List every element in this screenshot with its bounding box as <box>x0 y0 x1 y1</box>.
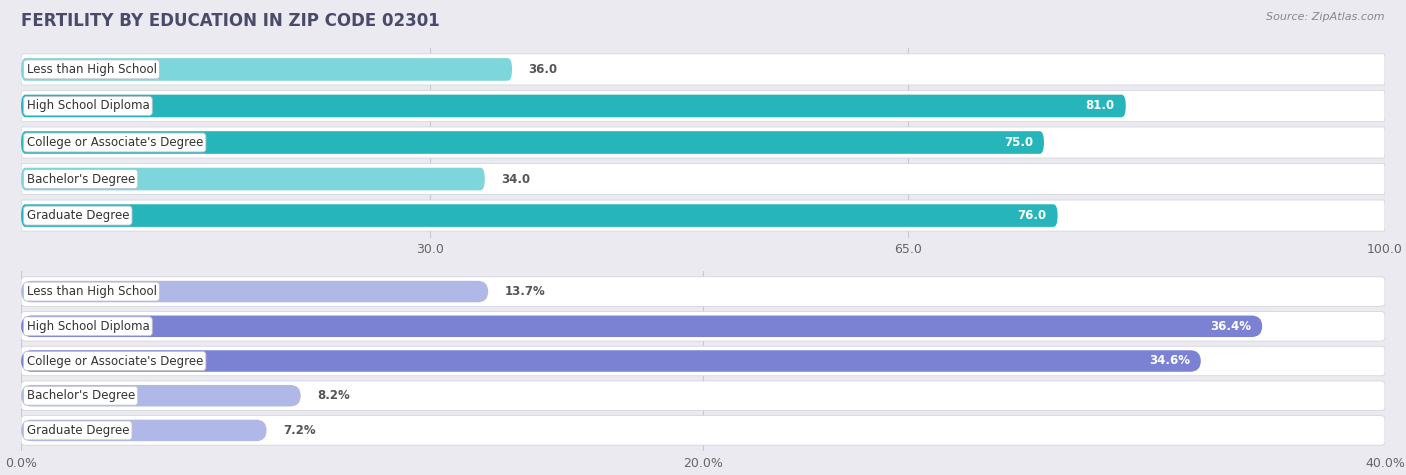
Text: 34.0: 34.0 <box>501 172 530 186</box>
Text: 8.2%: 8.2% <box>316 389 350 402</box>
Text: 34.6%: 34.6% <box>1149 354 1189 368</box>
FancyBboxPatch shape <box>21 315 1263 337</box>
FancyBboxPatch shape <box>21 381 1385 410</box>
Text: 36.4%: 36.4% <box>1211 320 1251 333</box>
Text: Graduate Degree: Graduate Degree <box>27 424 129 437</box>
Text: High School Diploma: High School Diploma <box>27 99 149 113</box>
FancyBboxPatch shape <box>21 163 1385 195</box>
FancyBboxPatch shape <box>21 168 485 190</box>
FancyBboxPatch shape <box>21 131 1045 154</box>
FancyBboxPatch shape <box>21 281 488 302</box>
FancyBboxPatch shape <box>21 416 1385 445</box>
FancyBboxPatch shape <box>21 58 512 81</box>
Text: 81.0: 81.0 <box>1085 99 1115 113</box>
Text: FERTILITY BY EDUCATION IN ZIP CODE 02301: FERTILITY BY EDUCATION IN ZIP CODE 02301 <box>21 12 440 30</box>
Text: Graduate Degree: Graduate Degree <box>27 209 129 222</box>
Text: 36.0: 36.0 <box>529 63 558 76</box>
FancyBboxPatch shape <box>21 54 1385 85</box>
Text: High School Diploma: High School Diploma <box>27 320 149 333</box>
Text: Source: ZipAtlas.com: Source: ZipAtlas.com <box>1267 12 1385 22</box>
FancyBboxPatch shape <box>21 346 1385 376</box>
Text: College or Associate's Degree: College or Associate's Degree <box>27 354 202 368</box>
Text: Bachelor's Degree: Bachelor's Degree <box>27 172 135 186</box>
FancyBboxPatch shape <box>21 277 1385 306</box>
Text: Less than High School: Less than High School <box>27 285 156 298</box>
FancyBboxPatch shape <box>21 385 301 407</box>
Text: College or Associate's Degree: College or Associate's Degree <box>27 136 202 149</box>
Text: Less than High School: Less than High School <box>27 63 156 76</box>
Text: 13.7%: 13.7% <box>505 285 546 298</box>
FancyBboxPatch shape <box>21 350 1201 372</box>
FancyBboxPatch shape <box>21 312 1385 341</box>
FancyBboxPatch shape <box>21 95 1126 117</box>
Text: 7.2%: 7.2% <box>283 424 315 437</box>
Text: Bachelor's Degree: Bachelor's Degree <box>27 389 135 402</box>
FancyBboxPatch shape <box>21 200 1385 231</box>
Text: 76.0: 76.0 <box>1018 209 1046 222</box>
FancyBboxPatch shape <box>21 204 1057 227</box>
FancyBboxPatch shape <box>21 420 267 441</box>
FancyBboxPatch shape <box>21 127 1385 158</box>
FancyBboxPatch shape <box>21 90 1385 122</box>
Text: 75.0: 75.0 <box>1004 136 1033 149</box>
